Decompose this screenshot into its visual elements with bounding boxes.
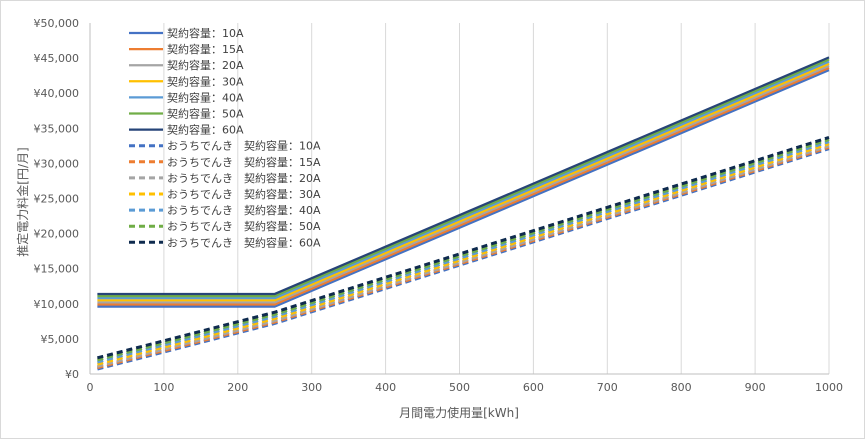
legend-label: 契約容量：60A — [167, 123, 244, 137]
series-line-10 — [97, 144, 830, 368]
y-tick-label: ¥45,000 — [34, 52, 80, 65]
series-line-12 — [97, 140, 830, 364]
series-line-11 — [97, 142, 830, 366]
legend-label: おうちでんき 契約容量：15A — [167, 155, 321, 169]
series-line-14 — [97, 135, 830, 360]
legend-label: 契約容量：40A — [167, 90, 244, 104]
y-tick-label: ¥30,000 — [34, 157, 80, 170]
x-tick-label: 900 — [745, 381, 766, 394]
legend-label: おうちでんき 契約容量：60A — [167, 235, 321, 249]
series-line-3 — [97, 64, 830, 304]
legend-label: おうちでんき 契約容量：40A — [167, 203, 321, 217]
x-tick-label: 700 — [597, 381, 618, 394]
series-layer — [97, 56, 830, 371]
y-tick-label: ¥50,000 — [34, 17, 80, 30]
x-tick-label: 800 — [671, 381, 692, 394]
x-tick-label: 0 — [87, 381, 94, 394]
legend-label: おうちでんき 契約容量：30A — [167, 187, 321, 201]
y-tick-label: ¥15,000 — [34, 263, 80, 276]
y-tick-label: ¥25,000 — [34, 193, 80, 206]
x-tick-label: 500 — [449, 381, 470, 394]
series-line-5 — [97, 60, 830, 300]
series-line-13 — [97, 138, 830, 362]
x-tick-label: 100 — [153, 381, 174, 394]
legend: 契約容量：10A 契約容量：15A 契約容量：20A 契約容量：30A 契約容量：40A… — [129, 26, 321, 249]
y-tick-label: ¥10,000 — [34, 298, 80, 311]
legend-label: おうちでんき 契約容量：20A — [167, 171, 321, 185]
series-line-6 — [97, 58, 830, 298]
y-tick-label: ¥35,000 — [34, 122, 80, 135]
y-tick-label: ¥0 — [65, 368, 79, 381]
x-axis-title: 月間電力使用量[kWh] — [399, 405, 519, 420]
series-line-1 — [97, 68, 830, 308]
axis-layer: 0 100 200 300 400 500 600 700 800 900 1000 ¥0 ¥5,000… — [34, 17, 844, 394]
x-tick-label: 1000 — [815, 381, 843, 394]
legend-label: おうちでんき 契約容量：10A — [167, 139, 321, 153]
series-line-4 — [97, 62, 830, 302]
legend-label: おうちでんき 契約容量：50A — [167, 219, 321, 233]
legend-label: 契約容量：10A — [167, 26, 244, 40]
y-axis-title: 推定電力料金[円/月] — [15, 147, 30, 256]
legend-label: 契約容量：20A — [167, 58, 244, 72]
x-tick-label: 300 — [301, 381, 322, 394]
y-tick-label: ¥5,000 — [41, 333, 80, 346]
y-tick-label: ¥20,000 — [34, 228, 80, 241]
legend-label: 契約容量：30A — [167, 74, 244, 88]
legend-label: 契約容量：50A — [167, 107, 244, 121]
x-tick-label: 400 — [375, 381, 396, 394]
grid-layer — [163, 23, 830, 374]
x-tick-label: 600 — [523, 381, 544, 394]
y-tick-label: ¥40,000 — [34, 87, 80, 100]
series-line-7 — [97, 56, 830, 296]
legend-label: 契約容量：15A — [167, 42, 244, 56]
x-tick-label: 200 — [227, 381, 248, 394]
series-line-2 — [97, 66, 830, 306]
